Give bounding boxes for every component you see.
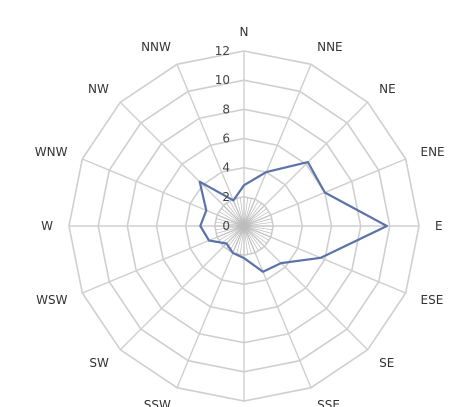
grid-spoke-13 [82,158,245,227]
center-hatch-line-22 [215,225,245,234]
grid-spoke-5 [243,225,406,294]
center-hatch [214,196,274,256]
radial-tick-8: 8 [222,102,230,116]
radial-tick-12: 12 [215,44,230,58]
grid-spoke-2 [243,101,369,227]
grid-spoke-11 [82,225,245,294]
radial-tick-10: 10 [215,73,230,87]
center-hatch-line-33 [232,198,245,227]
direction-label-se: SE [379,356,394,370]
center-hatch-line-40 [243,200,259,227]
direction-label-ese: ESE [421,293,444,307]
center-hatch-line-34 [236,197,245,227]
grid-layer [68,50,420,402]
direction-label-nne: NNE [317,40,343,54]
center-hatch-line-23 [215,225,245,231]
center-hatch-line-30 [223,205,245,227]
center-hatch-line-35 [239,197,245,227]
direction-label-w: W [41,219,53,233]
direction-label-wnw: WNW [35,145,68,159]
center-hatch-line-19 [220,225,245,245]
center-hatch-line-46 [243,218,273,227]
center-hatch-line-14 [236,225,245,255]
direction-label-e: E [435,219,443,233]
center-hatch-line-13 [239,225,245,255]
center-hatch-line-42 [243,205,265,227]
direction-label-wsw: WSW [36,293,67,307]
center-hatch-line-3 [243,225,272,238]
grid-spoke-7 [243,225,312,388]
center-hatch-line-16 [229,225,245,252]
center-hatch-line-39 [243,198,256,227]
center-hatch-line-15 [232,225,245,254]
center-hatch-line-9 [243,225,256,254]
direction-label-ene: ENE [421,145,445,159]
center-hatch-line-10 [243,225,252,255]
center-hatch-line-27 [216,214,245,227]
center-hatch-line-32 [229,200,245,227]
direction-label-sse: SSE [317,398,340,407]
center-hatch-line-25 [215,221,245,227]
direction-label-nw: NW [88,82,109,96]
center-hatch-line-17 [225,225,245,250]
radial-tick-0: 0 [222,219,230,233]
direction-label-ne: NE [379,82,396,96]
direction-label-sw: SW [89,356,109,370]
center-hatch-line-8 [243,225,259,252]
center-hatch-line-45 [243,214,272,227]
center-hatch-line-28 [218,211,245,227]
series-line-0 [198,161,388,273]
center-hatch-line-37 [243,197,249,227]
direction-label-n: N [240,25,249,39]
center-hatch-line-6 [243,225,265,247]
direction-label-nnw: NNW [141,40,171,54]
center-hatch-line-38 [243,197,252,227]
radial-tick-6: 6 [222,132,230,146]
grid-spoke-14 [119,101,245,227]
grid-spoke-1 [243,64,312,227]
grid-spoke-6 [243,225,369,351]
center-hatch-line-29 [220,207,245,227]
center-hatch-line-11 [243,225,249,255]
center-hatch-line-1 [243,225,273,231]
center-hatch-line-26 [215,218,245,227]
radial-tick-4: 4 [222,161,230,175]
center-hatch-line-41 [243,202,263,227]
center-hatch-line-47 [243,221,273,227]
radial-tick-2: 2 [222,190,230,204]
direction-label-ssw: SSW [144,398,171,407]
center-hatch-line-4 [243,225,270,241]
center-hatch-line-5 [243,225,268,245]
center-hatch-line-43 [243,207,268,227]
radial-tick-labels: 0 2 4 6 8 10 12 [215,44,230,233]
center-hatch-line-44 [243,211,270,227]
series-layer [198,161,388,273]
direction-labels: NNNENEENEEESESESSESSSWSWWSWWWNWNWNNW [35,25,445,407]
center-hatch-line-20 [218,225,245,241]
center-hatch-line-21 [216,225,245,238]
center-hatch-line-7 [243,225,263,250]
center-hatch-line-2 [243,225,273,234]
grid-spoke-10 [119,225,245,351]
center-hatch-line-31 [225,202,245,227]
